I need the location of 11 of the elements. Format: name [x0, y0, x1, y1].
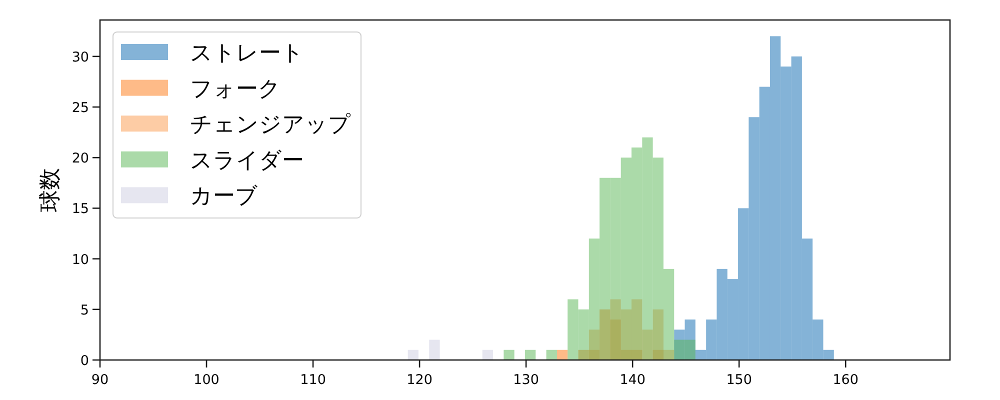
x-tick-label: 90	[91, 372, 109, 388]
y-tick-label: 5	[80, 302, 89, 318]
x-tick-label: 110	[300, 372, 326, 388]
x-tick-label: 140	[620, 372, 646, 388]
x-tick-label: 150	[726, 372, 752, 388]
x-tick-label: 100	[194, 372, 220, 388]
x-tick-label: 130	[513, 372, 539, 388]
x-tick-label: 160	[832, 372, 858, 388]
y-tick-label: 10	[72, 252, 89, 268]
y-tick-label: 0	[80, 353, 89, 369]
x-tick-label: 120	[406, 372, 432, 388]
